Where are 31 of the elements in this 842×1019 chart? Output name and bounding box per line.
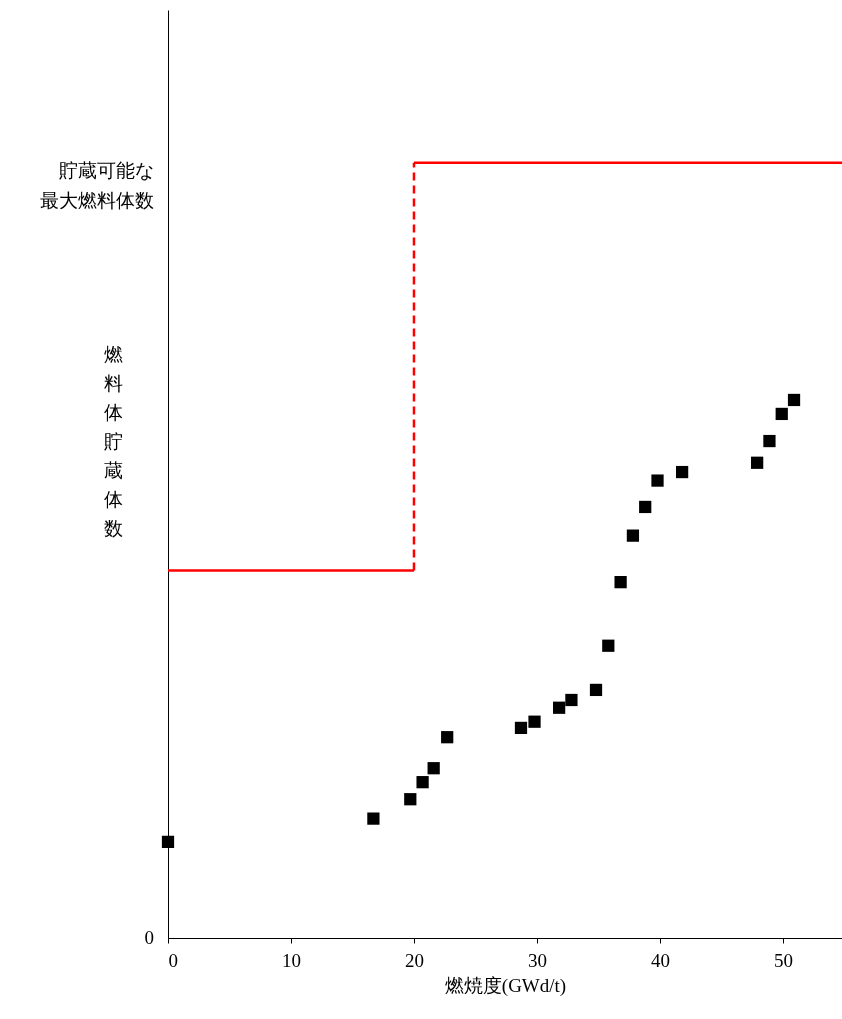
x-tick-label: 50	[773, 949, 793, 971]
x-tick-label: 40	[650, 949, 670, 971]
point	[441, 731, 454, 744]
x-tick-label: 30	[527, 949, 547, 971]
point	[651, 474, 664, 487]
x-tick-label: 0	[168, 949, 178, 971]
point	[763, 434, 776, 448]
x-axis-title: 燃焼度(GWd/t)	[444, 974, 567, 997]
point	[552, 701, 566, 714]
point	[404, 793, 417, 806]
point	[416, 776, 429, 789]
point	[614, 576, 627, 589]
point	[427, 762, 440, 775]
point	[751, 456, 764, 469]
y-axis-title: 燃料体貯蔵体数	[104, 343, 123, 539]
point	[161, 835, 175, 848]
point	[528, 715, 541, 728]
point	[602, 639, 615, 652]
text: 貯蔵可能な最大燃料体数	[40, 159, 154, 211]
point	[514, 721, 528, 735]
point	[565, 693, 578, 707]
x-tick-label: 20	[404, 949, 424, 971]
point	[675, 465, 689, 479]
point	[626, 529, 640, 542]
point	[787, 393, 801, 407]
point	[367, 812, 380, 825]
point	[639, 500, 652, 514]
point	[589, 683, 603, 697]
point	[775, 407, 788, 421]
text: 0	[144, 927, 154, 948]
x-tick-label: 10	[281, 949, 301, 971]
